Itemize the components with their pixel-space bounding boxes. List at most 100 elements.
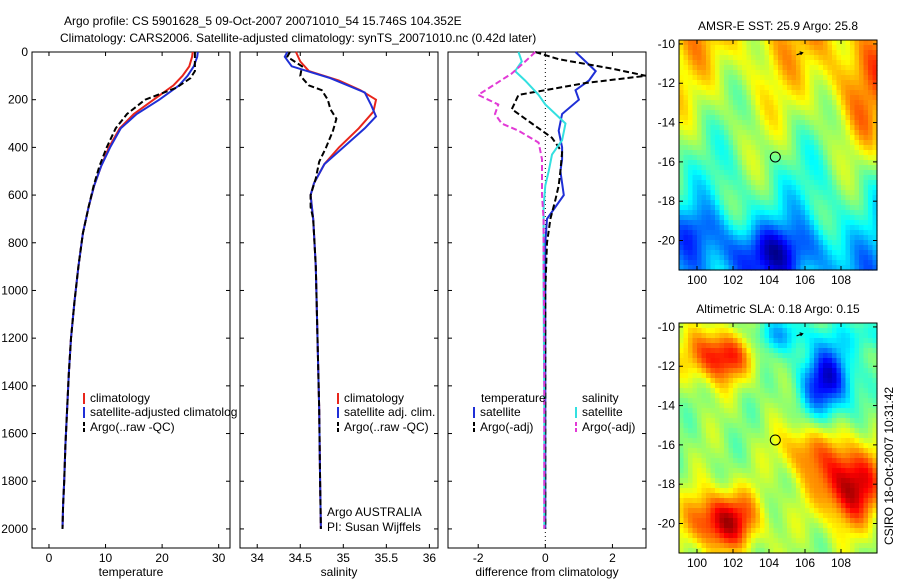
heatmap-cell: [836, 498, 842, 504]
heatmap-cell: [854, 443, 860, 449]
heatmap-cell: [728, 378, 734, 384]
heatmap-cell: [733, 75, 739, 81]
heatmap-cell: [715, 70, 721, 76]
heatmap-cell: [724, 180, 730, 186]
heatmap-cell: [787, 145, 793, 151]
heatmap-cell: [724, 328, 730, 334]
heatmap-cell: [733, 413, 739, 419]
heatmap-cell: [737, 433, 743, 439]
heatmap-cell: [724, 195, 730, 201]
heatmap-cell: [787, 75, 793, 81]
heatmap-cell: [715, 205, 721, 211]
y-tick-label: 600: [8, 188, 28, 202]
heatmap-cell: [737, 190, 743, 196]
heatmap-cell: [755, 453, 761, 459]
heatmap-cell: [868, 508, 874, 514]
heatmap-cell: [832, 538, 838, 544]
heatmap-cell: [679, 398, 685, 404]
heatmap-cell: [760, 225, 766, 231]
heatmap-cell: [769, 75, 775, 81]
heatmap-cell: [782, 220, 788, 226]
heatmap-cell: [850, 463, 856, 469]
heatmap-cell: [800, 140, 806, 146]
heatmap-cell: [787, 55, 793, 61]
heatmap-cell: [697, 115, 703, 121]
heatmap-cell: [818, 220, 824, 226]
heatmap-cell: [787, 200, 793, 206]
heatmap-cell: [845, 498, 851, 504]
heatmap-cell: [836, 348, 842, 354]
heatmap-cell: [697, 150, 703, 156]
heatmap-cell: [845, 220, 851, 226]
heatmap-cell: [692, 240, 698, 246]
heatmap-cell: [742, 50, 748, 56]
heatmap-cell: [742, 215, 748, 221]
x-tick-label: 104: [759, 556, 779, 570]
heatmap-cell: [697, 45, 703, 51]
heatmap-cell: [778, 195, 784, 201]
heatmap-cell: [872, 75, 878, 81]
heatmap-cell: [800, 498, 806, 504]
heatmap-cell: [800, 323, 806, 329]
heatmap-cell: [701, 210, 707, 216]
heatmap-cell: [701, 383, 707, 389]
heatmap-cell: [755, 378, 761, 384]
heatmap-cell: [706, 498, 712, 504]
heatmap-cell: [760, 463, 766, 469]
heatmap-cell: [787, 185, 793, 191]
heatmap-cell: [850, 478, 856, 484]
heatmap-cell: [854, 363, 860, 369]
heatmap-cell: [728, 333, 734, 339]
heatmap-cell: [746, 75, 752, 81]
heatmap-cell: [719, 50, 725, 56]
heatmap-cell: [683, 378, 689, 384]
heatmap-cell: [688, 165, 694, 171]
heatmap-cell: [733, 543, 739, 549]
heatmap-cell: [827, 398, 833, 404]
heatmap-cell: [679, 165, 685, 171]
heatmap-cell: [697, 70, 703, 76]
heatmap-cell: [809, 458, 815, 464]
heatmap-cell: [868, 348, 874, 354]
heatmap-cell: [692, 190, 698, 196]
heatmap-cell: [773, 65, 779, 71]
heatmap-cell: [854, 195, 860, 201]
heatmap-cell: [809, 528, 815, 534]
heatmap-cell: [701, 448, 707, 454]
heatmap-cell: [809, 190, 815, 196]
heatmap-cell: [845, 45, 851, 51]
heatmap-cell: [863, 100, 869, 106]
heatmap-cell: [859, 80, 865, 86]
heatmap-cell: [751, 428, 757, 434]
heatmap-cell: [818, 175, 824, 181]
heatmap-cell: [818, 463, 824, 469]
heatmap-cell: [773, 100, 779, 106]
heatmap-cell: [782, 518, 788, 524]
heatmap-cell: [760, 65, 766, 71]
heatmap-cell: [769, 503, 775, 509]
heatmap-cell: [782, 453, 788, 459]
heatmap-cell: [836, 543, 842, 549]
heatmap-cell: [845, 55, 851, 61]
heatmap-cell: [697, 210, 703, 216]
heatmap-cell: [764, 363, 770, 369]
heatmap-cell: [863, 348, 869, 354]
heatmap-cell: [764, 250, 770, 256]
heatmap-cell: [773, 473, 779, 479]
heatmap-cell: [755, 170, 761, 176]
heatmap-cell: [764, 155, 770, 161]
heatmap-cell: [782, 468, 788, 474]
heatmap-cell: [715, 105, 721, 111]
heatmap-cell: [692, 443, 698, 449]
heatmap-cell: [773, 338, 779, 344]
heatmap-cell: [751, 60, 757, 66]
heatmap-cell: [683, 543, 689, 549]
heatmap-cell: [778, 185, 784, 191]
heatmap-cell: [688, 265, 694, 271]
heatmap-cell: [859, 220, 865, 226]
heatmap-cell: [697, 473, 703, 479]
heatmap-cell: [715, 388, 721, 394]
heatmap-cell: [814, 80, 820, 86]
heatmap-cell: [751, 50, 757, 56]
heatmap-cell: [841, 160, 847, 166]
